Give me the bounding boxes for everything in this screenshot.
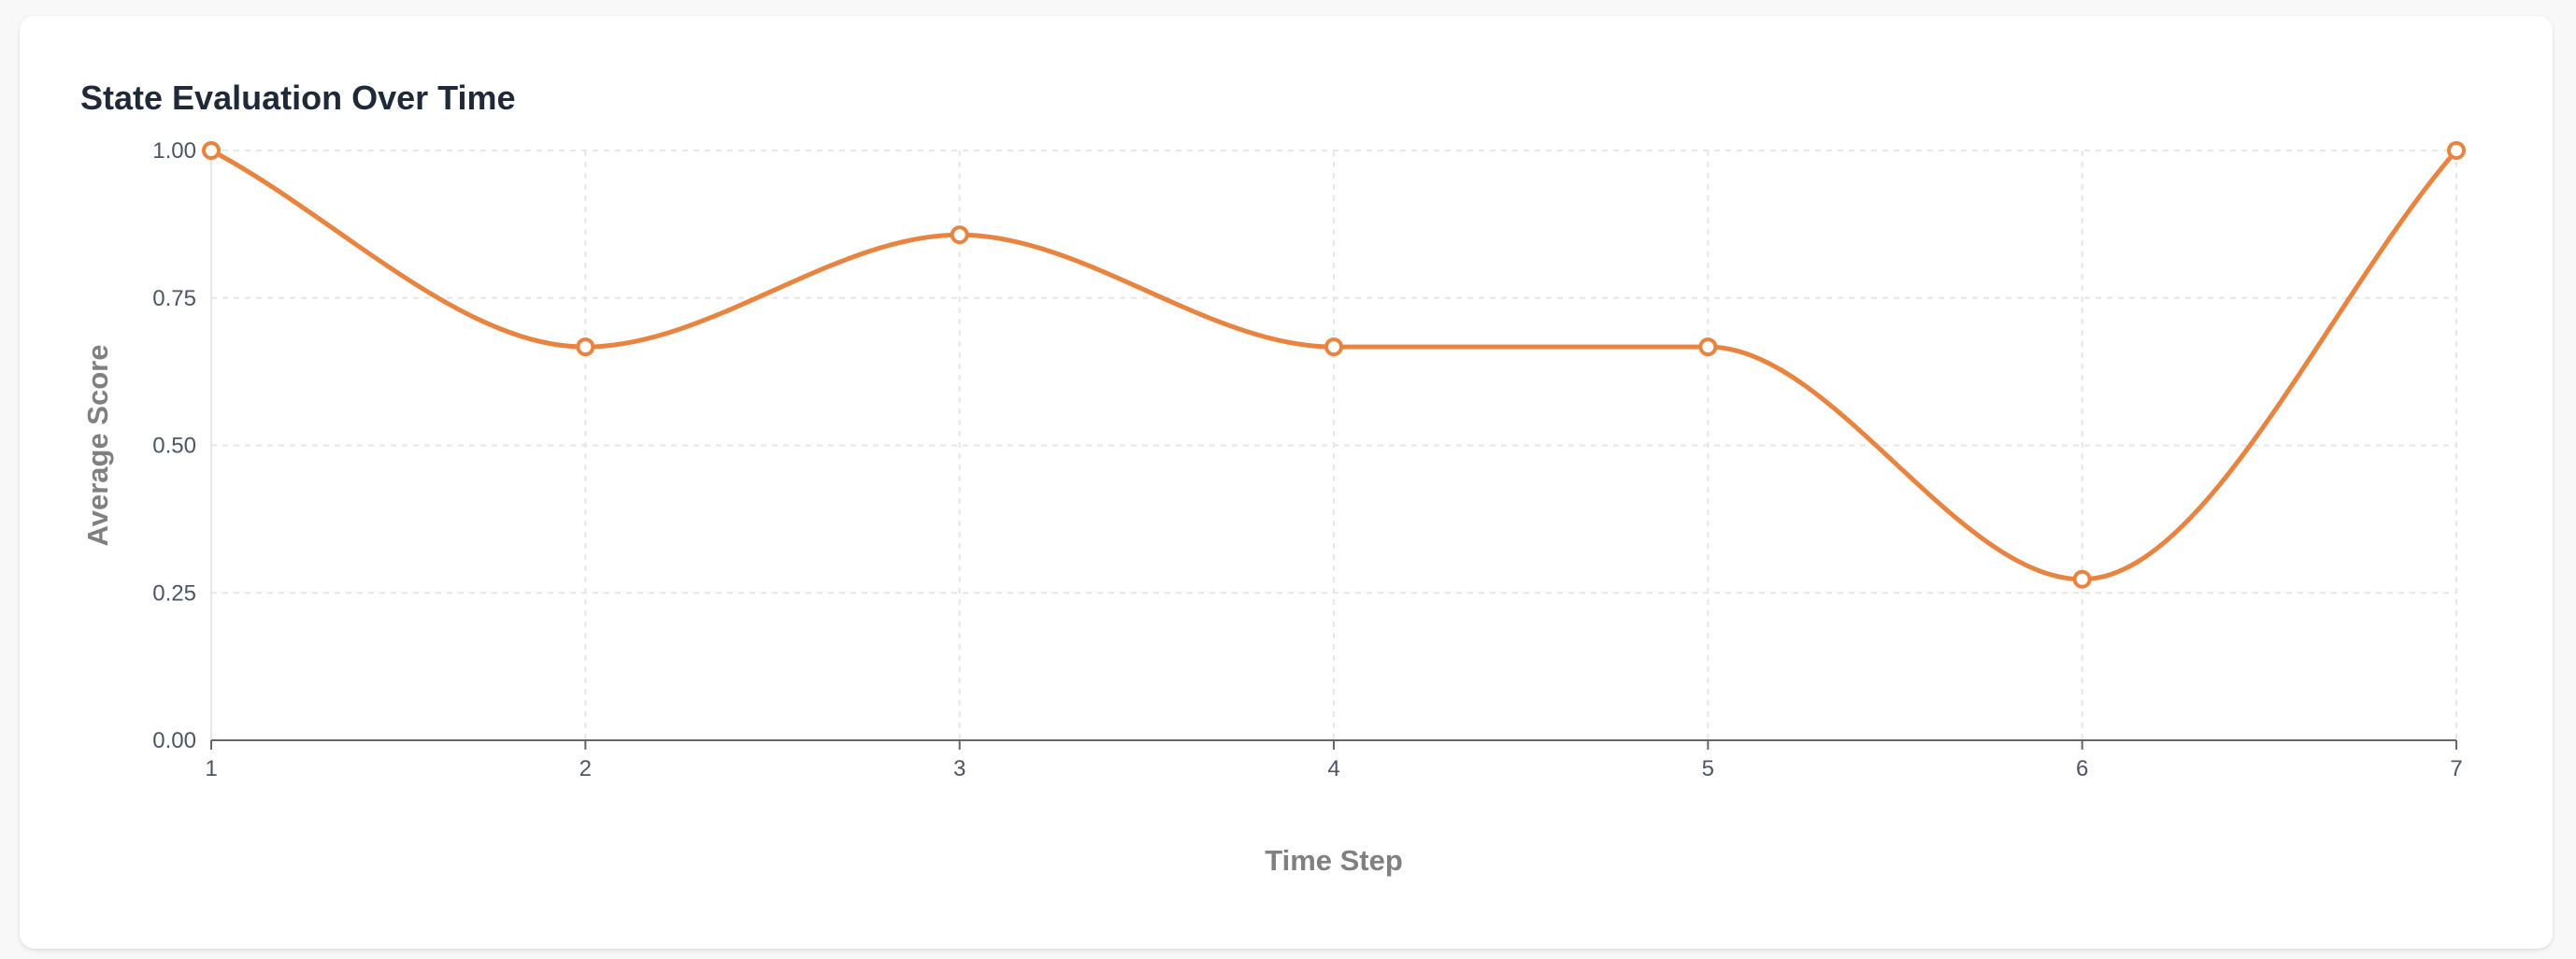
x-tick-label: 4 xyxy=(1327,756,1339,781)
x-tick-label: 6 xyxy=(2076,756,2088,781)
x-tick-label: 7 xyxy=(2450,756,2462,781)
data-point[interactable] xyxy=(950,225,969,245)
y-tick-label: 0.50 xyxy=(152,434,196,459)
data-point[interactable] xyxy=(2447,141,2466,160)
data-points xyxy=(202,141,2466,589)
x-tick-label: 2 xyxy=(580,756,592,781)
y-tick-labels: 0.00 0.25 0.50 0.75 1.00 xyxy=(152,138,196,753)
y-axis-title: Average Score xyxy=(81,345,114,547)
x-tick-label: 1 xyxy=(205,756,217,781)
y-tick-label: 0.75 xyxy=(152,286,196,311)
chart-card xyxy=(20,16,2553,949)
y-tick-label: 0.25 xyxy=(152,580,196,606)
data-point[interactable] xyxy=(1698,337,1718,357)
x-tick-label: 5 xyxy=(1702,756,1714,781)
data-point[interactable] xyxy=(202,141,221,160)
y-tick-label: 1.00 xyxy=(152,138,196,164)
x-tick-label: 3 xyxy=(953,756,966,781)
data-point[interactable] xyxy=(2072,569,2092,589)
grid-lines xyxy=(210,150,2457,750)
x-axis-title: Time Step xyxy=(1265,844,1403,877)
y-tick-label: 0.00 xyxy=(152,728,196,753)
chart-title: State Evaluation Over Time xyxy=(80,79,516,117)
data-point[interactable] xyxy=(1324,337,1343,357)
x-tick-labels: 1 2 3 4 5 6 7 xyxy=(205,756,2462,781)
data-point[interactable] xyxy=(576,337,595,357)
